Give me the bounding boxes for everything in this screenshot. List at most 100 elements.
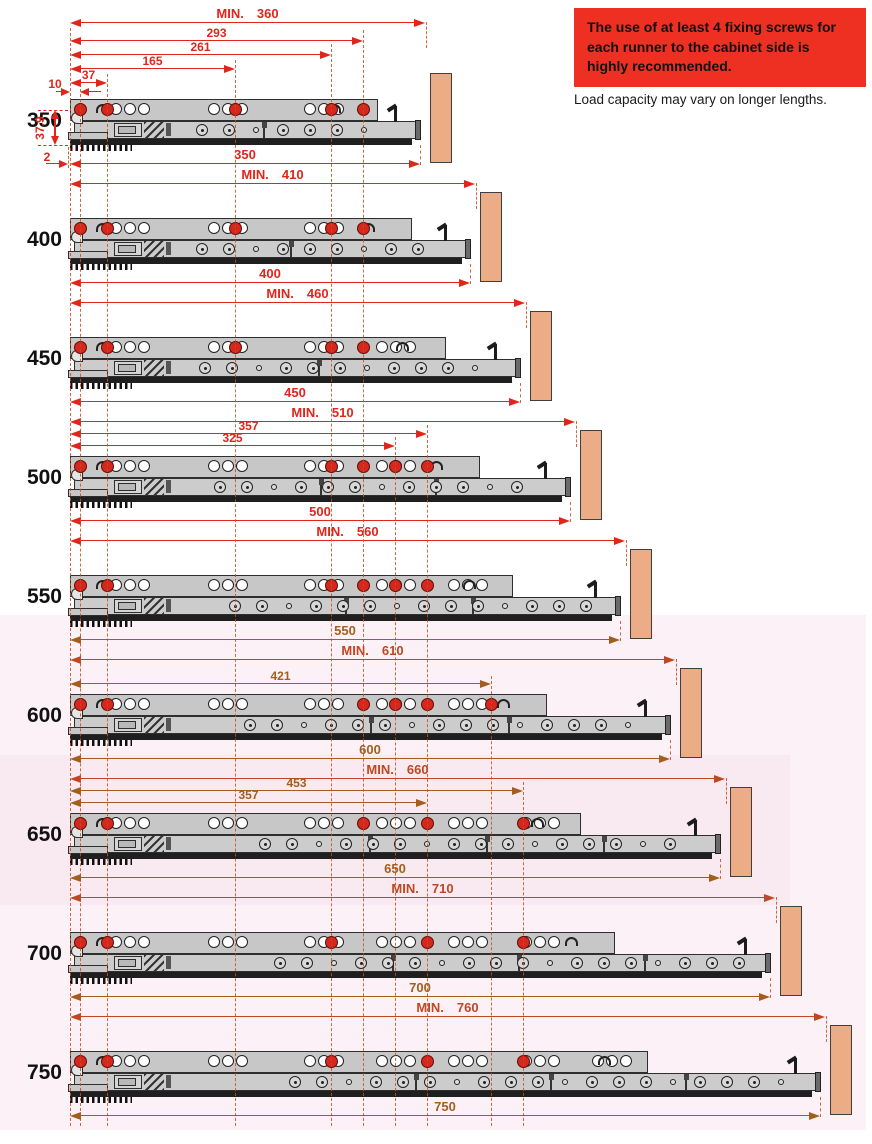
cabinet-side-700 [780,906,802,996]
runner-350-segment-tab [262,122,267,128]
height-dim-arrow-down [51,136,59,145]
runner-600-hole [376,698,388,710]
runner-650-hook-clip [531,818,544,827]
runner-400-screw-dot [227,247,231,251]
length-dim-450-line [79,401,511,402]
runner-500-segment-divider [320,479,322,495]
runner-700-segment-divider [644,955,646,971]
dim-325-row-500-arrow-left [70,441,81,450]
runner-650-screw-dot [371,842,375,846]
runner-350-latch [394,106,397,122]
front-dim-10-tail-left [56,91,64,92]
runner-750-screw-dot [617,1080,621,1084]
runner-400-screw-dot [335,247,339,251]
length-dim-500-text: 500 [309,504,331,519]
row-label-500: 500 [26,466,62,489]
runner-500-screw-dot [326,485,330,489]
min-end-tick-400 [476,183,477,209]
runner-500-screw-dot [515,485,519,489]
length-dim-700-line [79,996,761,997]
runner-550-adjuster-hatch [144,598,164,614]
runner-700-screw-small [439,960,445,966]
runner-650-segment-divider [486,836,488,852]
length-dim-400-text: 400 [259,266,281,281]
length-end-tick-350 [420,145,421,165]
runner-650-hole [462,817,474,829]
dim-453-row-650-arrow-right [512,786,523,795]
runner-550-hole [404,579,416,591]
runner-650-hole [124,817,136,829]
runner-750-hole [534,1055,546,1067]
runner-500-hole [222,460,234,472]
runner-650-end-cap [715,834,721,854]
runner-600-screw-dot [383,723,387,727]
runner-700-hole [304,936,316,948]
runner-600-hole [332,698,344,710]
dim-453-row-650-text: 453 [286,776,307,790]
length-end-tick-700 [770,978,771,998]
front-dim-37-arrow-left [70,78,81,87]
length-dim-550-arrow-right [609,635,620,644]
length-dim-650-arrow-left [70,873,81,882]
runner-600-adjuster-inner [118,721,136,729]
runner-400-front-tab [68,251,108,259]
length-end-tick-650 [720,859,721,879]
load-capacity-note: Load capacity may vary on longer lengths… [574,92,827,107]
runner-650-screw-small [316,841,322,847]
runner-400-screw-dot [308,247,312,251]
runner-700-hole [376,936,388,948]
runner-550-hole [304,579,316,591]
runner-750-hole [404,1055,416,1067]
runner-400-screw-dot [200,247,204,251]
runner-600-screw-small [625,722,631,728]
runner-450-screw-dot [311,366,315,370]
runner-500-screw-small [379,484,385,490]
length-dim-550-text: 550 [334,623,356,638]
runner-400-end-cap [465,239,471,259]
runner-650-hole [448,817,460,829]
runner-400-screw-small [361,246,367,252]
runner-650-hole [390,817,402,829]
cabinet-side-550 [630,549,652,639]
runner-650-adjuster-inner [118,840,136,848]
runner-750-hole [124,1055,136,1067]
dim-357-row-500-line [79,433,418,434]
length-end-tick-600 [670,740,671,760]
runner-750-hole [390,1055,402,1067]
runner-550-hole [376,579,388,591]
length-dim-550-line [79,639,611,640]
length-end-tick-500 [570,502,571,522]
runner-500-screw-small [271,484,277,490]
runner-600-segment-divider [370,717,372,733]
runner-650-front-tab [68,846,108,854]
min-dim-600-arrow-right [664,655,675,664]
runner-750-screw-dot [320,1080,324,1084]
runner-450-hole [138,341,150,353]
runner-700-segment-tab [391,955,396,961]
runner-600-screw-small [517,722,523,728]
runner-750-hole [236,1055,248,1067]
runner-700-screw-dot [467,961,471,965]
extension-line-261 [331,44,332,1126]
runner-700-hole [138,936,150,948]
runner-700-screw-dot [278,961,282,965]
length-end-tick-400 [470,264,471,284]
runner-500-screw-dot [461,485,465,489]
runner-550-hole [208,579,220,591]
runner-600-screw-dot [356,723,360,727]
runner-550-hole [138,579,150,591]
runner-700-screw-dot [602,961,606,965]
length-dim-600-arrow-right [659,754,670,763]
dim-261-row-350-line [79,54,322,55]
runner-600-hole [448,698,460,710]
front-dim-2-text: 2 [43,150,51,164]
runner-750-segment-tab [414,1074,419,1080]
extension-line-165 [235,60,236,1126]
runner-750-hole [222,1055,234,1067]
min-dim-350-line [79,22,416,23]
length-dim-700-text: 700 [409,980,431,995]
runner-550-hole [476,579,488,591]
front-dim-2-tick [68,147,69,168]
runner-750-adjuster-inner [118,1078,136,1086]
